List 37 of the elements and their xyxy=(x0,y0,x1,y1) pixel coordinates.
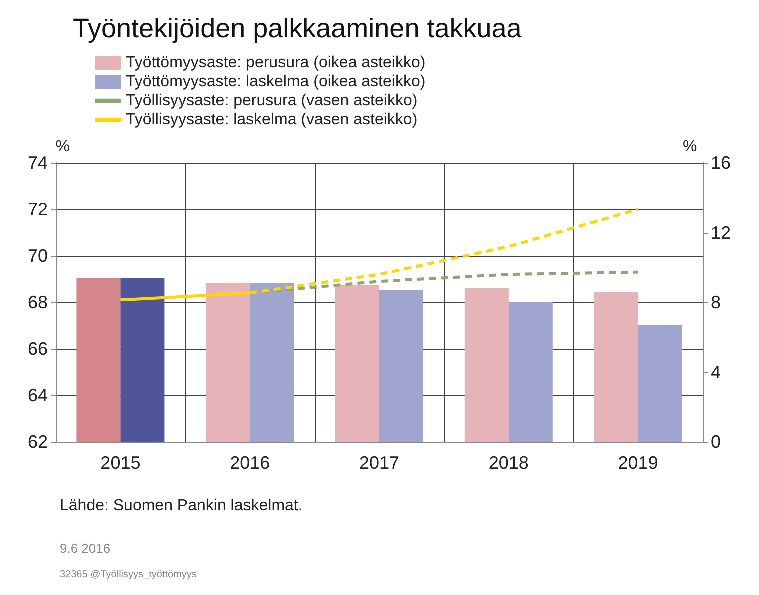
x-tick-label: 2016 xyxy=(230,453,270,473)
bar xyxy=(336,285,380,442)
bar xyxy=(250,283,294,442)
bar xyxy=(76,278,121,442)
legend-label: Työllisyysaste: laskelma (vasen asteikko) xyxy=(126,112,418,128)
y-tick-label: 74 xyxy=(28,153,48,173)
y-tick-label: 70 xyxy=(28,246,48,266)
y-tick-label: 66 xyxy=(28,339,48,359)
bar xyxy=(380,290,424,442)
bar xyxy=(508,302,553,442)
legend-label: Työttömyysaste: perusura (oikea asteikko) xyxy=(126,54,426,72)
x-tick-label: 2017 xyxy=(359,453,400,473)
text: 9.6 2016 xyxy=(60,541,111,556)
y2-tick-label: 8 xyxy=(711,292,722,312)
x-tick-label: 2018 xyxy=(488,453,529,473)
bar xyxy=(206,283,250,442)
bar xyxy=(464,288,509,442)
text: 32365 @Työllisyys_työttömyys xyxy=(60,570,197,580)
y-tick-label: 72 xyxy=(28,200,48,220)
y2-tick-label: 0 xyxy=(711,432,722,452)
y2-tick-label: 16 xyxy=(711,153,732,173)
x-tick-label: 2015 xyxy=(100,453,141,473)
y2-axis-title: % xyxy=(683,138,698,156)
x-tick-label: 2019 xyxy=(618,453,658,473)
y2-tick-label: 12 xyxy=(711,222,732,243)
y-axis-title: % xyxy=(56,138,70,156)
bar xyxy=(594,292,638,442)
legend-label: Työllisyysaste: perusura (vasen asteikko) xyxy=(126,92,418,110)
bar xyxy=(120,278,165,442)
bar xyxy=(638,325,682,442)
chart-title: Työntekijöiden palkkaaminen takkuaa xyxy=(73,14,523,44)
y2-tick-label: 4 xyxy=(711,362,722,382)
y-tick-label: 68 xyxy=(28,292,48,312)
legend-label: Työttömyysaste: laskelma (oikea asteikko) xyxy=(126,74,426,90)
y-tick-label: 62 xyxy=(28,432,48,452)
y-tick-label: 64 xyxy=(28,386,48,406)
text: Lähde: Suomen Pankin laskelmat. xyxy=(60,498,303,514)
